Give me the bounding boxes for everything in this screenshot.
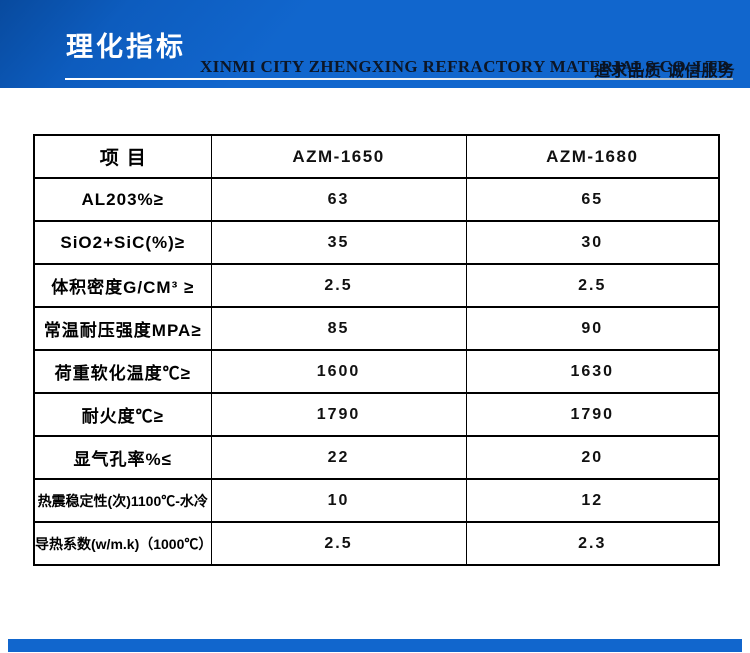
- table-header-row: 项目 AZM-1650 AZM-1680: [33, 134, 720, 179]
- table-row: 荷重软化温度℃≥ 1600 1630: [33, 349, 720, 394]
- column-header-azm1650: AZM-1650: [292, 146, 385, 166]
- row-label: SiO2+SiC(%)≥: [60, 232, 186, 252]
- company-slogan: 追求品质 诚信服务: [594, 63, 736, 80]
- value-azm1680: 65: [581, 190, 604, 208]
- row-label: 显气孔率%≤: [73, 450, 172, 469]
- table-row: 显气孔率%≤ 22 20: [33, 435, 720, 480]
- column-header-item: 项目: [99, 148, 154, 169]
- column-header-azm1680: AZM-1680: [546, 146, 639, 166]
- footer-bar: [8, 639, 742, 652]
- value-azm1650: 22: [327, 448, 350, 466]
- value-azm1650: 2.5: [324, 534, 353, 552]
- table-row: 导热系数(w/m.k)（1000℃） 2.5 2.3: [33, 521, 720, 566]
- value-azm1650: 1600: [316, 362, 361, 380]
- table-row: AL203%≥ 63 65: [33, 177, 720, 222]
- value-azm1680: 2.3: [578, 534, 607, 552]
- value-azm1650: 85: [327, 319, 350, 337]
- table-row: 体积密度G/CM³ ≥ 2.5 2.5: [33, 263, 720, 308]
- spec-table-body: 项目 AZM-1650 AZM-1680 AL203%≥ 63 65 SiO2+SiC…: [33, 134, 720, 566]
- row-label: AL203%≥: [81, 189, 164, 209]
- value-azm1680: 1630: [570, 362, 615, 380]
- value-azm1680: 30: [581, 233, 604, 251]
- spec-table: 项目 AZM-1650 AZM-1680 AL203%≥ 63 65 SiO2+SiC…: [33, 134, 720, 566]
- table-row: 常温耐压强度MPA≥ 85 90: [33, 306, 720, 351]
- row-label: 体积密度G/CM³ ≥: [51, 278, 195, 297]
- row-label: 导热系数(w/m.k)（1000℃）: [35, 535, 211, 552]
- value-azm1680: 1790: [570, 405, 615, 423]
- value-azm1680: 2.5: [578, 276, 607, 294]
- value-azm1650: 1790: [316, 405, 361, 423]
- value-azm1680: 20: [581, 448, 604, 466]
- table-row: 耐火度℃≥ 1790 1790: [33, 392, 720, 437]
- header-banner: 理化指标 XINMI CITY ZHENGXING REFRACTORY MAT…: [0, 0, 750, 88]
- row-label: 荷重软化温度℃≥: [54, 364, 191, 383]
- page-title: 理化指标: [66, 32, 186, 62]
- table-row: SiO2+SiC(%)≥ 35 30: [33, 220, 720, 265]
- value-azm1680: 12: [581, 491, 604, 509]
- row-label: 常温耐压强度MPA≥: [43, 321, 202, 340]
- value-azm1650: 2.5: [324, 276, 353, 294]
- banner-underline: [65, 78, 733, 80]
- row-label: 热震稳定性(次)1100℃-水冷: [37, 492, 208, 509]
- company-name: XINMI CITY ZHENGXING REFRACTORY MATERIAL…: [200, 57, 730, 76]
- value-azm1650: 35: [327, 233, 350, 251]
- value-azm1650: 63: [327, 190, 350, 208]
- row-label: 耐火度℃≥: [81, 407, 164, 426]
- value-azm1680: 90: [581, 319, 604, 337]
- table-row: 热震稳定性(次)1100℃-水冷 10 12: [33, 478, 720, 523]
- value-azm1650: 10: [327, 491, 350, 509]
